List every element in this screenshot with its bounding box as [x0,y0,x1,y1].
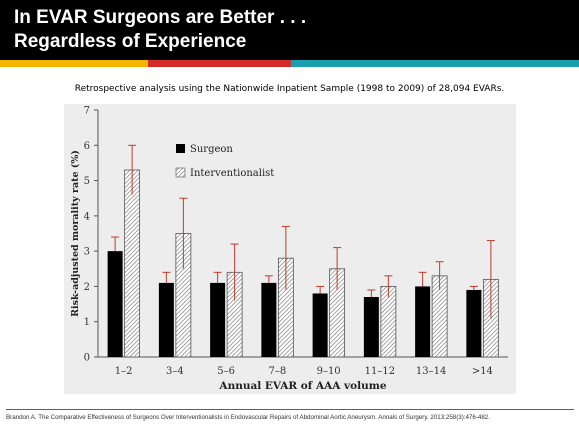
stripe-red [148,60,291,67]
bar-surgeon [210,282,226,357]
y-tick-label: 2 [84,282,90,293]
slide-title-line-1: In EVAR Surgeons are Better . . . [14,7,307,28]
bar-surgeon [261,282,277,357]
bar-surgeon [312,293,328,357]
x-tick-label: 1–2 [115,366,133,377]
x-tick-label: 5–6 [217,366,235,377]
legend-swatch-surgeon [176,144,185,153]
title-bar: In EVAR Surgeons are Better . . . Regard… [0,0,579,60]
y-tick-label: 4 [84,211,90,222]
bar-surgeon [363,297,379,357]
bar-surgeon [158,282,174,357]
y-tick-label: 1 [84,317,90,328]
x-tick-label: 3–4 [166,366,184,377]
bar-surgeon [466,289,482,357]
slide-title: In EVAR Surgeons are Better . . . Regard… [14,6,306,54]
x-tick-label: 7–8 [269,366,287,377]
stripe-teal [291,60,579,67]
bar-surgeon [415,286,431,357]
x-tick-label: >14 [472,366,493,377]
x-tick-label: 9–10 [317,366,341,377]
bar-interventionalist [124,169,141,358]
bar-interventionalist [380,286,397,358]
bar-chart: 0 1 2 3 4 5 6 7 Risk-adjusted morality rate (%) 1… [70,106,508,392]
chart-panel: 0 1 2 3 4 5 6 7 Risk-adjusted morality rate (%) 1… [64,104,516,394]
legend-label-interventionalist: Interventionalist [190,168,274,179]
citation: Brandon A. The Comparative Effectiveness… [6,409,574,421]
stripe-yellow [0,60,148,67]
legend-swatch-interventionalist [175,167,186,178]
slide-subtitle: Retrospective analysis using the Nationw… [74,84,505,94]
y-tick-label: 6 [84,141,90,152]
bar-surgeon [107,251,123,357]
y-tick-label: 5 [84,176,90,187]
y-tick-label: 3 [84,247,90,258]
slide-title-line-2: Regardless of Experience [14,31,247,52]
x-tick-label: 13–14 [416,366,446,377]
y-tick-label: 7 [84,106,90,117]
y-tick-label: 0 [84,353,90,364]
x-axis-label: Annual EVAR of AAA volume [218,380,386,392]
legend-label-surgeon: Surgeon [190,144,233,155]
y-axis-label: Risk-adjusted morality rate (%) [70,150,81,317]
x-tick-label: 11–12 [365,366,395,377]
